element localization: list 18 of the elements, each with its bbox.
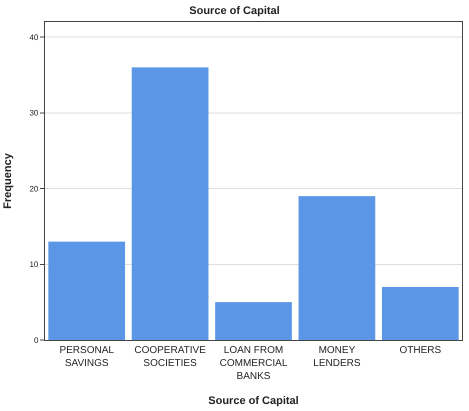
x-tick-label: LOAN FROM COMMERCIAL BANKS bbox=[220, 345, 288, 382]
y-tick-label: 30 bbox=[29, 108, 39, 118]
x-tick-label: COOPERATIVE SOCIETIES bbox=[134, 345, 206, 369]
y-axis-title: Frequency bbox=[2, 152, 14, 209]
bar bbox=[382, 287, 459, 340]
chart-title: Source of Capital bbox=[189, 4, 280, 17]
y-tick-label: 20 bbox=[29, 184, 39, 194]
x-tick-label: OTHERS bbox=[399, 345, 442, 356]
bar bbox=[132, 67, 208, 340]
y-tick-label: 10 bbox=[29, 260, 39, 270]
x-axis-title: Source of Capital bbox=[208, 395, 299, 408]
x-tick-label: MONEY LENDERS bbox=[313, 345, 361, 369]
bar bbox=[48, 242, 126, 340]
bar bbox=[215, 302, 292, 340]
bar bbox=[298, 196, 376, 340]
y-tick-label: 0 bbox=[34, 336, 39, 345]
x-tick-label: PERSONAL SAVINGS bbox=[59, 345, 114, 369]
y-tick-label: 40 bbox=[29, 32, 39, 42]
